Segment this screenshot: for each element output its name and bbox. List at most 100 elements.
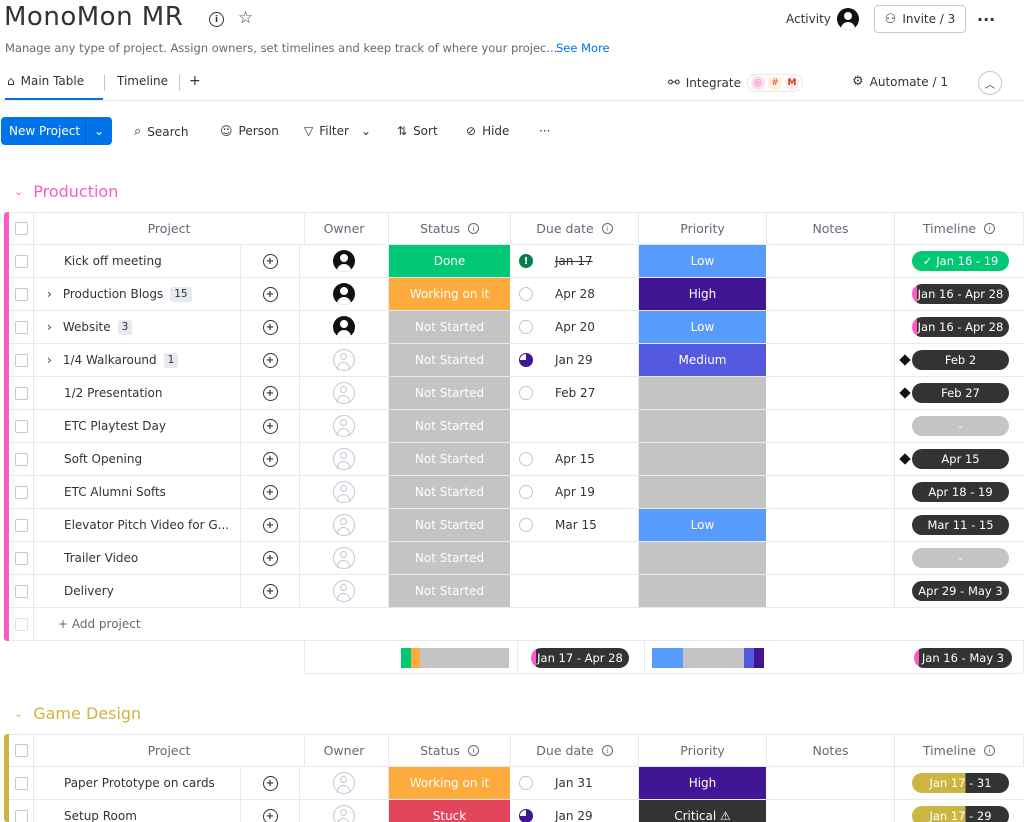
project-name[interactable]: Kick off meeting bbox=[64, 254, 162, 268]
table-row[interactable]: Paper Prototype on cards + Working on it Ja… bbox=[9, 767, 1024, 800]
invite-button[interactable]: ⚇ Invite / 3 bbox=[874, 5, 966, 33]
due-status-icon[interactable] bbox=[519, 518, 533, 532]
due-date-cell[interactable]: Apr 19 bbox=[511, 476, 639, 508]
info-icon[interactable]: i bbox=[601, 223, 613, 234]
add-update-icon[interactable]: + bbox=[262, 319, 278, 335]
column-header-owner[interactable]: Owner bbox=[300, 735, 389, 766]
timeline-pill[interactable]: Jan 16 - Apr 28 bbox=[912, 317, 1009, 337]
owner-cell[interactable] bbox=[300, 476, 389, 508]
timeline-cell[interactable]: Apr 29 - May 3 bbox=[895, 575, 1024, 607]
updates-cell[interactable]: + bbox=[241, 767, 300, 799]
project-name[interactable]: 1/4 Walkaround bbox=[62, 353, 157, 367]
row-checkbox-cell[interactable] bbox=[9, 245, 34, 277]
collapse-header-button[interactable]: ︿ bbox=[978, 71, 1002, 95]
table-row[interactable]: Setup Room + Stuck Jan 29 Critical ⚠ Jan 17 -… bbox=[9, 800, 1024, 822]
empty-owner-icon[interactable] bbox=[333, 382, 355, 404]
due-date-cell[interactable] bbox=[511, 575, 639, 607]
add-update-icon[interactable]: + bbox=[262, 385, 278, 401]
notes-cell[interactable] bbox=[767, 443, 895, 475]
checkbox[interactable] bbox=[14, 776, 28, 790]
timeline-cell[interactable]: Mar 11 - 15 bbox=[895, 509, 1024, 541]
column-header-status[interactable]: Status i bbox=[389, 735, 511, 766]
timeline-pill[interactable]: Feb 2 bbox=[912, 350, 1009, 370]
timeline-cell[interactable]: ✓ Jan 16 - 19 bbox=[895, 245, 1024, 277]
subitem-count-badge[interactable]: 15 bbox=[170, 286, 192, 302]
empty-owner-icon[interactable] bbox=[333, 772, 355, 794]
owner-cell[interactable] bbox=[300, 542, 389, 574]
due-status-icon[interactable] bbox=[519, 485, 533, 499]
checkbox[interactable] bbox=[14, 386, 28, 400]
table-row[interactable]: Kick off meeting + Done! Jan 17 Low ✓ Jan 16 -… bbox=[9, 245, 1024, 278]
project-name-cell[interactable]: 1/2 Presentation bbox=[34, 377, 241, 409]
priority-cell[interactable]: Medium bbox=[639, 344, 767, 376]
tab-timeline[interactable]: Timeline bbox=[117, 74, 169, 88]
project-name-cell[interactable]: Soft Opening bbox=[34, 443, 241, 475]
due-date-cell[interactable] bbox=[511, 542, 639, 574]
checkbox[interactable] bbox=[14, 222, 28, 235]
info-icon[interactable]: i bbox=[467, 223, 479, 234]
row-checkbox-cell[interactable] bbox=[9, 311, 34, 343]
add-update-icon[interactable]: + bbox=[262, 517, 278, 533]
add-update-icon[interactable]: + bbox=[262, 484, 278, 500]
timeline-cell[interactable]: Feb 2 bbox=[895, 344, 1024, 376]
owner-cell[interactable] bbox=[300, 410, 389, 442]
row-checkbox-cell[interactable] bbox=[9, 344, 34, 376]
updates-cell[interactable]: + bbox=[241, 800, 300, 822]
status-cell[interactable]: Not Started bbox=[389, 344, 511, 376]
new-project-button[interactable]: New Project ⌄ bbox=[1, 117, 112, 145]
owner-cell[interactable] bbox=[300, 800, 389, 822]
due-date-cell[interactable]: Feb 27 bbox=[511, 377, 639, 409]
due-date-cell[interactable]: ! Jan 17 bbox=[511, 245, 639, 277]
timeline-cell[interactable]: Feb 27 bbox=[895, 377, 1024, 409]
filter-button[interactable]: ▽ Filter ⌄ bbox=[304, 124, 371, 138]
add-update-icon[interactable]: + bbox=[262, 808, 278, 822]
priority-cell[interactable] bbox=[639, 476, 767, 508]
project-name[interactable]: Soft Opening bbox=[64, 452, 143, 466]
column-header-notes[interactable]: Notes bbox=[767, 735, 895, 766]
notes-cell[interactable] bbox=[767, 410, 895, 442]
checkbox[interactable] bbox=[14, 584, 28, 598]
chevron-right-icon[interactable]: › bbox=[47, 287, 52, 301]
timeline-cell[interactable]: Apr 15 bbox=[895, 443, 1024, 475]
priority-cell[interactable]: High bbox=[639, 767, 767, 799]
add-project-input[interactable]: + Add project bbox=[58, 617, 141, 631]
checkbox[interactable] bbox=[14, 518, 28, 532]
empty-owner-icon[interactable] bbox=[333, 805, 355, 822]
timeline-pill[interactable]: Apr 18 - 19 bbox=[912, 482, 1009, 502]
status-cell[interactable]: Not Started bbox=[389, 377, 511, 409]
row-checkbox-cell[interactable] bbox=[9, 476, 34, 508]
column-header-due[interactable]: Due date i bbox=[511, 735, 639, 766]
add-view-button[interactable]: + bbox=[189, 73, 201, 89]
owner-avatar[interactable] bbox=[333, 283, 355, 305]
due-date-cell[interactable]: Jan 31 bbox=[511, 767, 639, 799]
subitem-count-badge[interactable]: 1 bbox=[163, 352, 179, 368]
project-name[interactable]: 1/2 Presentation bbox=[64, 386, 163, 400]
row-checkbox-cell[interactable] bbox=[9, 509, 34, 541]
due-date-cell[interactable]: Apr 15 bbox=[511, 443, 639, 475]
status-cell[interactable]: Not Started bbox=[389, 311, 511, 343]
group-title[interactable]: ⌄ Production bbox=[14, 182, 118, 201]
column-header-project[interactable]: Project bbox=[34, 213, 305, 244]
timeline-cell[interactable]: - bbox=[895, 542, 1024, 574]
updates-cell[interactable]: + bbox=[241, 476, 300, 508]
column-header-owner[interactable]: Owner bbox=[300, 213, 389, 244]
group-title[interactable]: ⌄ Game Design bbox=[14, 704, 141, 723]
info-icon[interactable]: i bbox=[984, 745, 996, 756]
priority-cell[interactable]: Low bbox=[639, 311, 767, 343]
notes-cell[interactable] bbox=[767, 245, 895, 277]
updates-cell[interactable]: + bbox=[241, 410, 300, 442]
updates-cell[interactable]: + bbox=[241, 443, 300, 475]
column-header-due[interactable]: Due date i bbox=[511, 213, 639, 244]
notes-cell[interactable] bbox=[767, 377, 895, 409]
column-header-priority[interactable]: Priority bbox=[639, 213, 767, 244]
status-cell[interactable]: Not Started bbox=[389, 410, 511, 442]
column-header-priority[interactable]: Priority bbox=[639, 735, 767, 766]
row-checkbox-cell[interactable] bbox=[9, 410, 34, 442]
notes-cell[interactable] bbox=[767, 575, 895, 607]
due-date-cell[interactable]: Apr 20 bbox=[511, 311, 639, 343]
empty-owner-icon[interactable] bbox=[333, 580, 355, 602]
priority-cell[interactable] bbox=[639, 542, 767, 574]
row-checkbox-cell[interactable] bbox=[9, 767, 34, 799]
timeline-pill[interactable]: - bbox=[912, 548, 1009, 568]
notes-cell[interactable] bbox=[767, 509, 895, 541]
